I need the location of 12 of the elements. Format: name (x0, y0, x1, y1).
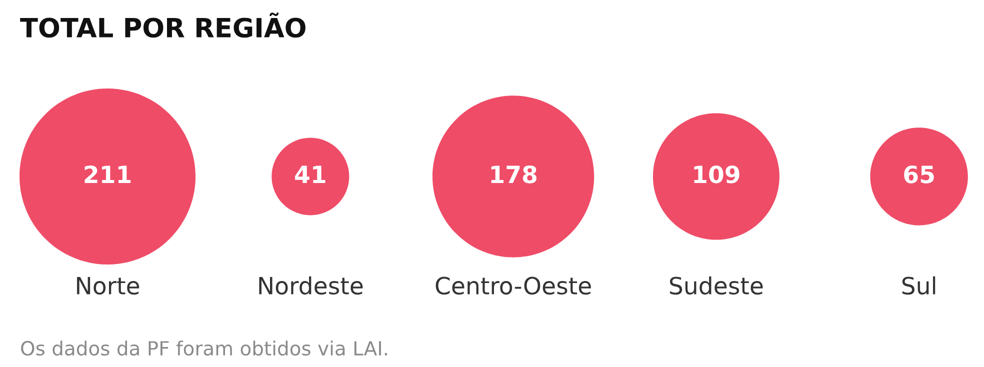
data-label: 41 (295, 166, 326, 184)
text: TOTAL POR REGIÃO (20, 12, 306, 38)
category-label: Norte (77, 277, 140, 295)
category-label: Sudeste (670, 276, 763, 295)
category-label: Centro-Oeste (436, 276, 591, 295)
data-label: 211 (84, 165, 131, 184)
category-label: Sul (902, 276, 936, 295)
text: Os dados da PF foram obtidos via LAI. (21, 340, 387, 356)
category-label: Nordeste (259, 276, 363, 295)
data-label: 178 (491, 165, 536, 184)
data-label: 65 (904, 166, 934, 184)
data-label: 109 (694, 165, 740, 184)
